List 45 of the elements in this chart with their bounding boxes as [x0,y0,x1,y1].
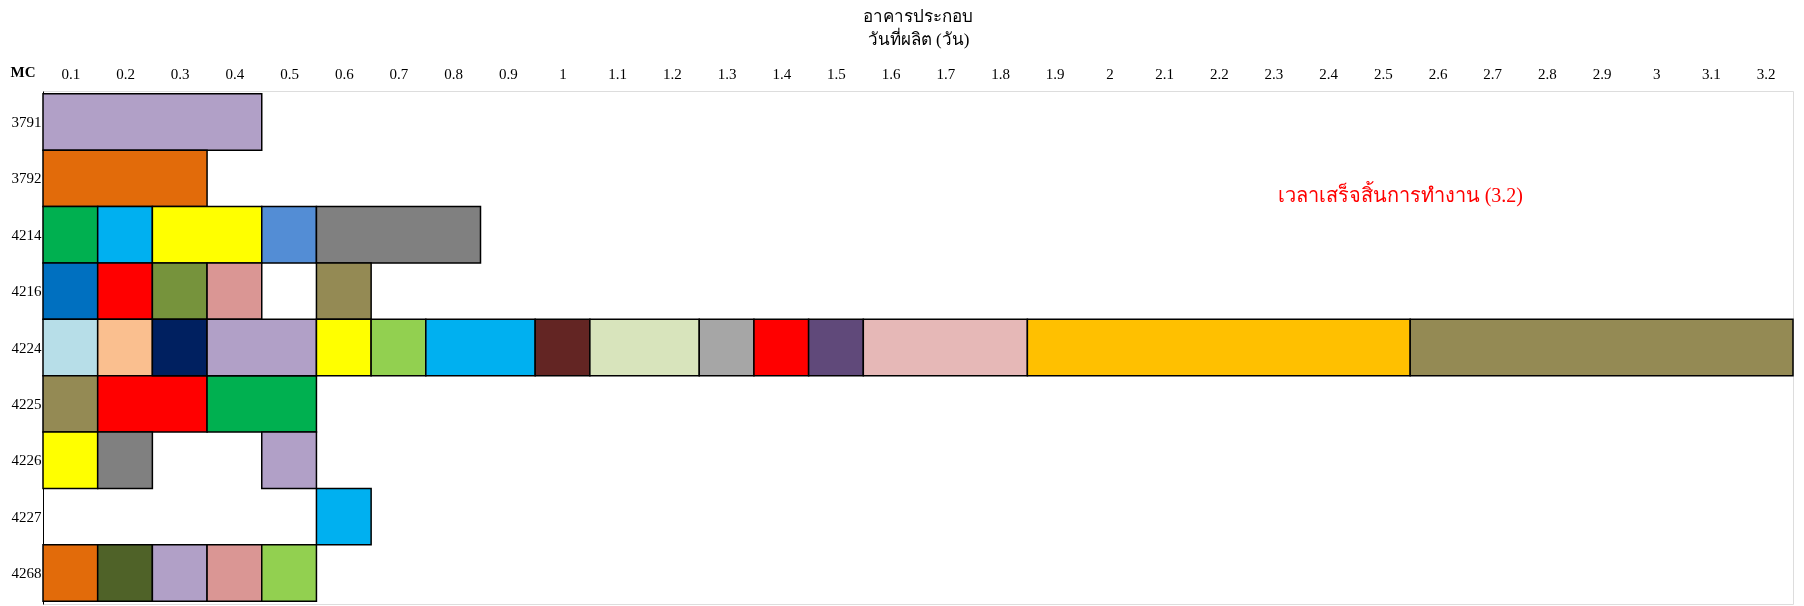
x-tick-label: 2.9 [1592,65,1612,82]
x-tick-label: 3.2 [1756,65,1776,82]
x-tick-label: 0.5 [280,65,299,82]
x-tick-label: 1.5 [827,65,846,82]
x-tick-label: 0.9 [498,65,518,82]
x-tick-label: 1.3 [717,65,737,82]
y-tick-label: 4227 [11,508,42,525]
x-tick-label: 0.6 [334,65,355,82]
x-tick-label: 1.8 [991,65,1010,82]
y-tick-label: 4225 [11,395,42,412]
x-tick-label: 0.3 [170,65,190,82]
y-tick-label: 3791 [11,114,42,131]
x-tick-label: 2.5 [1373,65,1393,82]
x-tick-label: 2 [1106,65,1114,82]
x-tick-label: 3 [1653,65,1661,82]
x-tick-label: 2.4 [1319,65,1339,82]
x-tick-label: 2.1 [1155,65,1174,82]
x-tick-label: 1.2 [663,65,682,82]
y-tick-label: 4226 [11,452,42,469]
x-tick-label: 3.1 [1702,65,1721,82]
x-axis-title: วันที่ผลิต (วัน) [867,26,970,49]
y-tick-label: 4216 [11,283,42,300]
x-tick-label: 2.2 [1209,65,1229,82]
y-tick-label: 4224 [11,339,42,356]
x-tick-label: 1.7 [936,65,956,82]
x-tick-label: 0.1 [61,65,81,82]
x-tick-label: 1.9 [1045,65,1065,82]
x-tick-label: 1.4 [772,65,792,82]
x-tick-label: 0.4 [225,65,245,82]
x-tick-label: 2.3 [1264,65,1284,82]
y-tick-label: 4214 [11,226,42,243]
x-tick-label: 1.1 [608,65,628,82]
y-tick-label: 3792 [11,170,42,187]
x-tick-label: 2.7 [1483,65,1503,82]
x-tick-label: 2.6 [1428,65,1448,82]
chart-title: อาคารประกอบ [863,7,973,26]
x-tick-label: 0.7 [389,65,409,82]
x-tick-label: 2.8 [1538,65,1557,82]
x-tick-label: 1.6 [881,65,902,82]
x-tick-label: 1 [559,65,567,82]
x-tick-label: 0.2 [116,65,135,82]
y-axis-title: MC [10,63,36,80]
x-tick-label: 0.8 [444,65,464,82]
annotation: เวลาเสร็จสิ้นการทำงาน (3.2) [1277,181,1523,207]
y-tick-label: 4268 [11,564,42,581]
